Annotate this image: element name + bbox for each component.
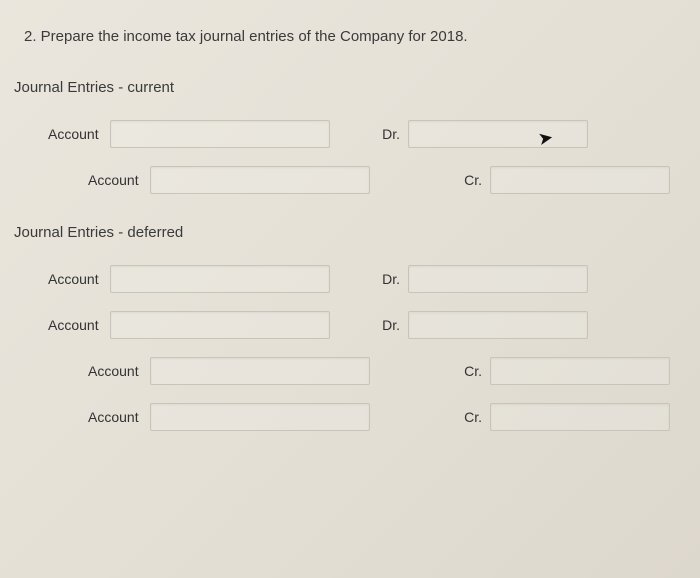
cr-amount-input[interactable] — [490, 357, 670, 385]
dr-label: Dr. — [370, 271, 408, 287]
account-label: Account — [20, 172, 150, 188]
section-deferred-title: Journal Entries - deferred — [14, 224, 680, 241]
account-label: Account — [20, 363, 150, 379]
journal-row: Account Dr. — [20, 120, 680, 148]
dr-label: Dr. — [370, 317, 408, 333]
account-name-input[interactable] — [110, 120, 330, 148]
dr-amount-input[interactable] — [408, 265, 588, 293]
dr-amount-input[interactable] — [408, 120, 588, 148]
cr-amount-input[interactable] — [490, 166, 670, 194]
cr-label: Cr. — [452, 363, 490, 379]
account-name-input[interactable] — [150, 403, 370, 431]
dr-label: Dr. — [370, 126, 408, 142]
journal-row: Account Cr. — [20, 403, 680, 431]
account-label: Account — [20, 271, 110, 287]
question-text: 2. Prepare the income tax journal entrie… — [24, 28, 680, 45]
cr-label: Cr. — [452, 409, 490, 425]
section-current-title: Journal Entries - current — [14, 79, 680, 96]
account-label: Account — [20, 126, 110, 142]
cr-amount-input[interactable] — [490, 403, 670, 431]
section-deferred: Journal Entries - deferred Account Dr. A… — [20, 224, 680, 431]
account-name-input[interactable] — [150, 166, 370, 194]
journal-row: Account Cr. — [20, 357, 680, 385]
account-name-input[interactable] — [110, 311, 330, 339]
section-current: Journal Entries - current Account Dr. Ac… — [20, 79, 680, 194]
account-label: Account — [20, 409, 150, 425]
journal-row: Account Cr. — [20, 166, 680, 194]
cr-label: Cr. — [452, 172, 490, 188]
journal-row: Account Dr. — [20, 311, 680, 339]
account-name-input[interactable] — [150, 357, 370, 385]
account-label: Account — [20, 317, 110, 333]
account-name-input[interactable] — [110, 265, 330, 293]
journal-row: Account Dr. — [20, 265, 680, 293]
dr-amount-input[interactable] — [408, 311, 588, 339]
